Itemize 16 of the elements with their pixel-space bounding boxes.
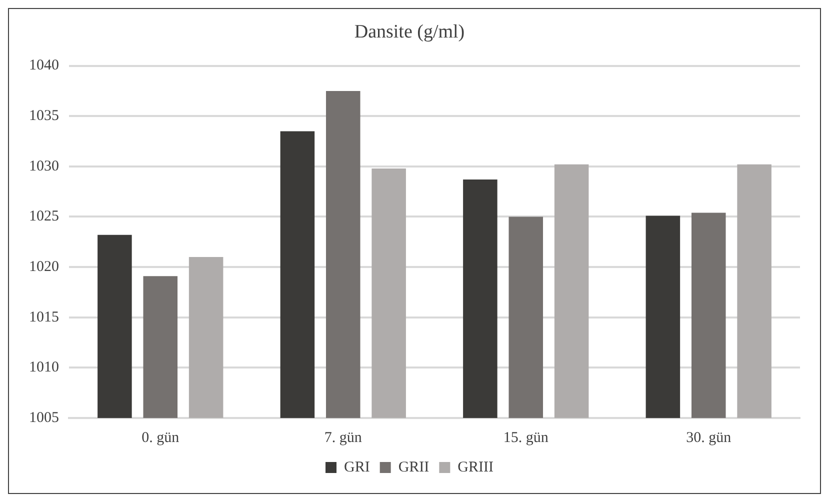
chart-title: Dansite (g/ml) [354, 21, 465, 42]
y-tick-label: 1005 [29, 410, 59, 426]
y-tick-label: 1020 [29, 258, 59, 275]
legend-label: GRII [398, 459, 430, 476]
legend-label: GRIII [458, 459, 494, 476]
x-tick-label: 15. gün [503, 430, 549, 446]
y-tick-label: 1040 [29, 58, 59, 74]
x-tick-label: 7. gün [324, 430, 362, 446]
y-tick-label: 1025 [29, 208, 59, 225]
x-tick-label: 0. gün [142, 430, 180, 446]
y-tick-label: 1035 [29, 108, 59, 124]
legend-label: GRI [344, 459, 370, 476]
y-tick-label: 1015 [29, 309, 59, 326]
y-tick-label: 1030 [29, 158, 59, 174]
y-tick-label: 1010 [29, 360, 59, 376]
x-tick-label: 30. gün [686, 430, 732, 446]
